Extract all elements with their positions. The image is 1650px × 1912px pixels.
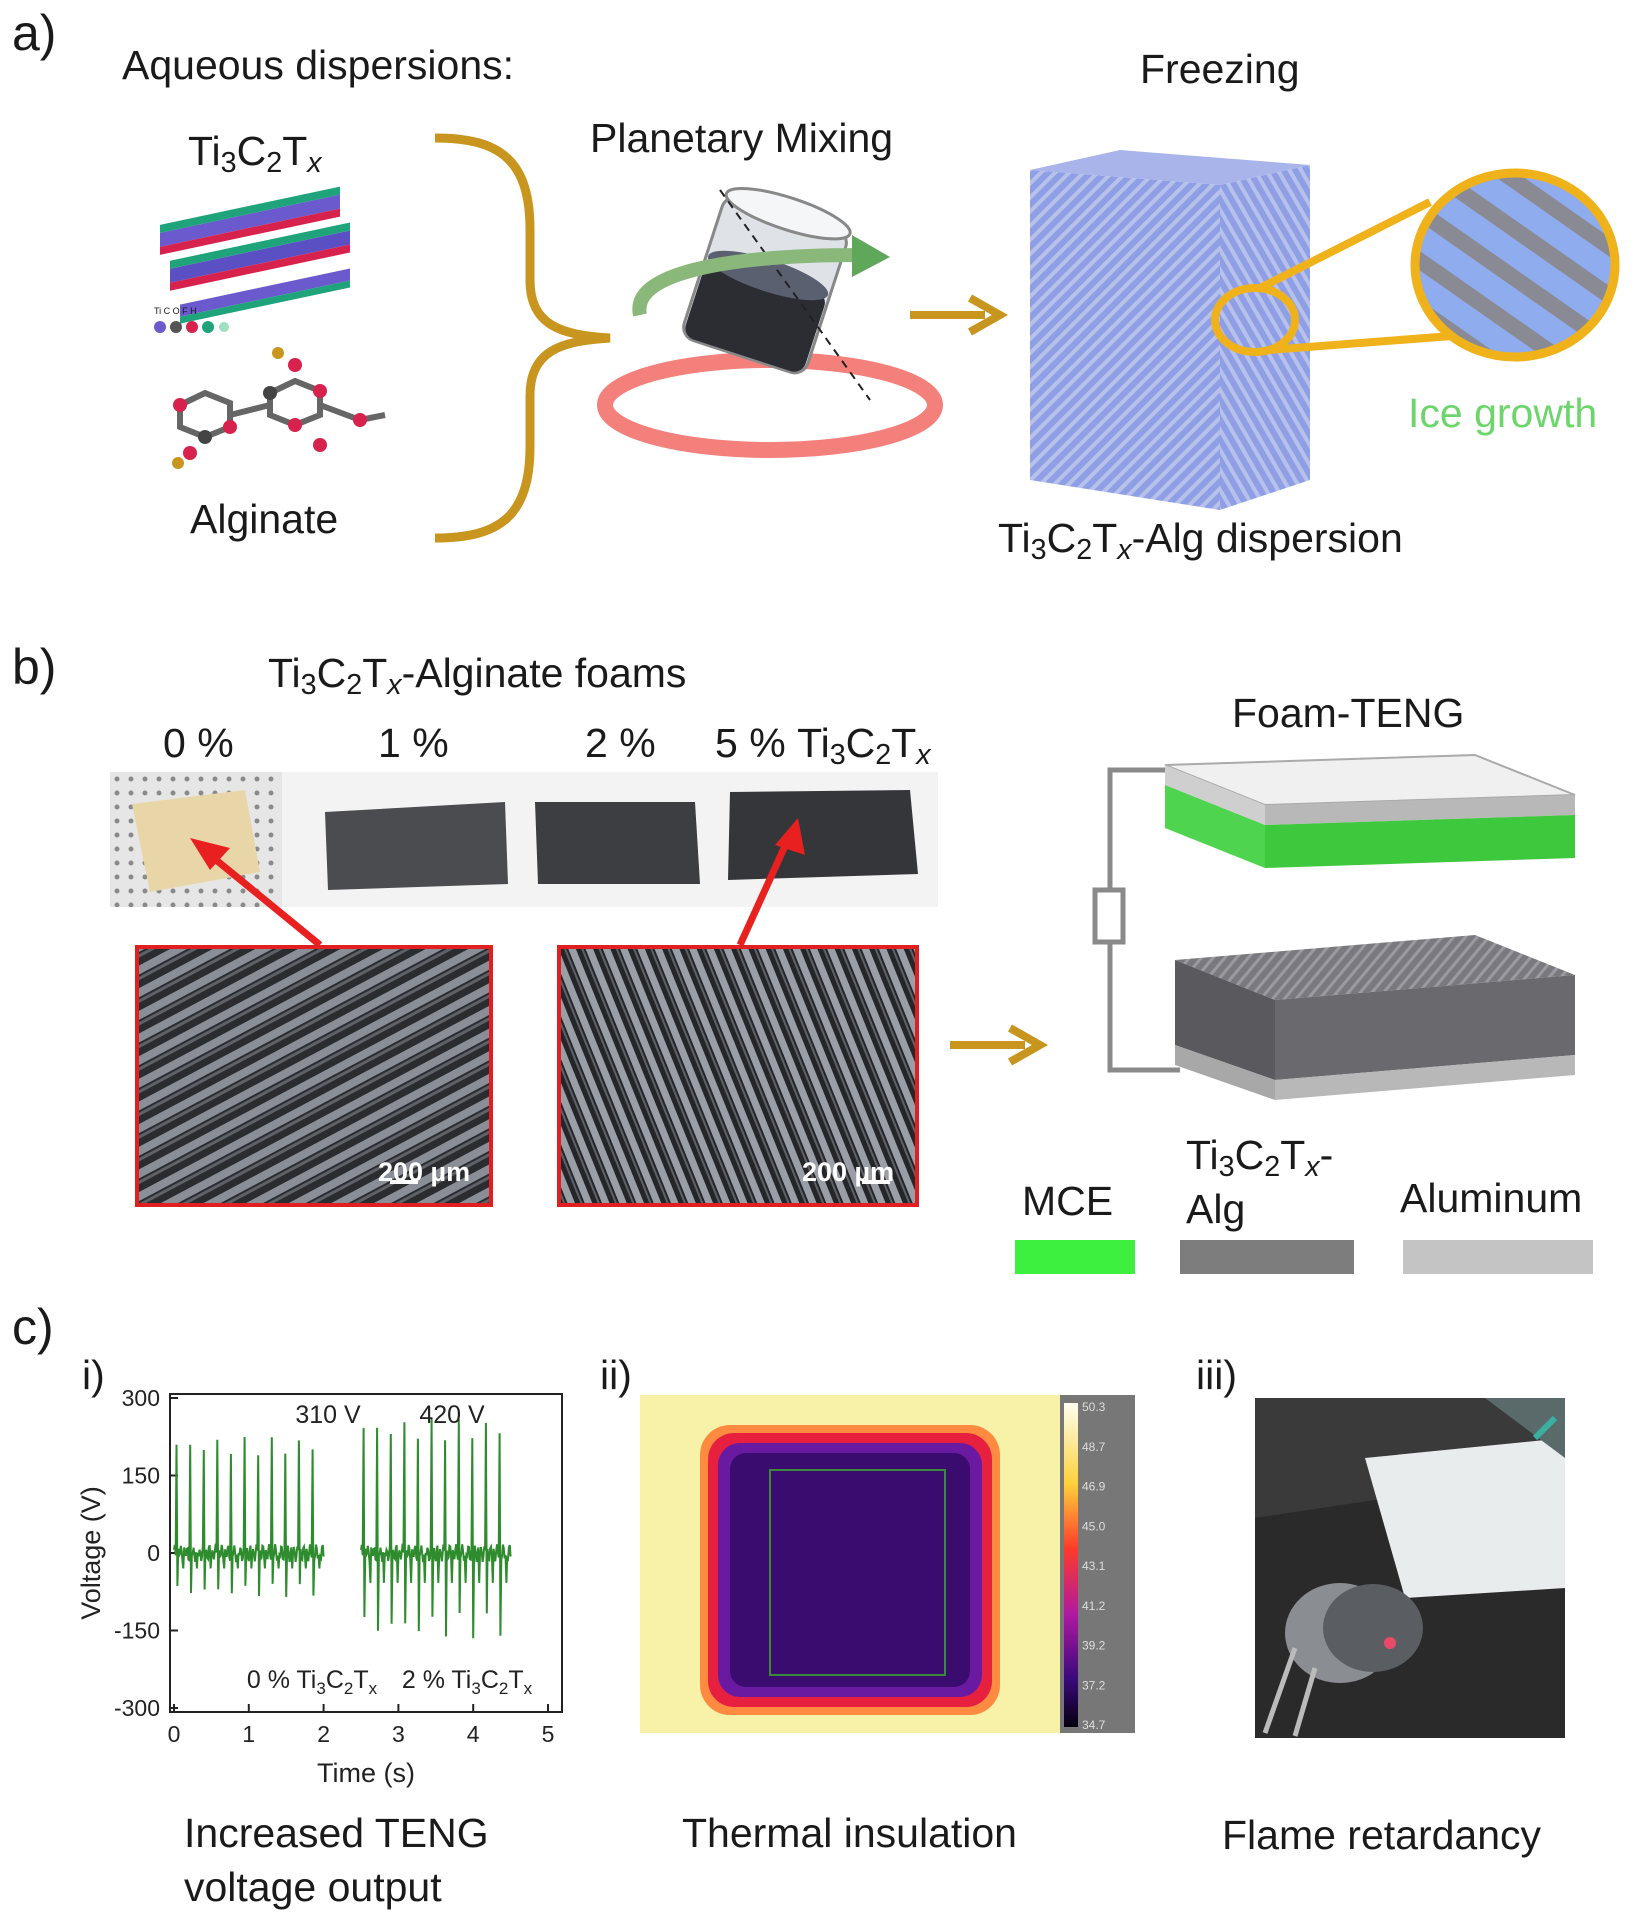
alginate-molecule-illustration xyxy=(172,347,386,469)
scale-bar-label-2: 200 µm xyxy=(802,1157,895,1187)
x-tick-label: 1 xyxy=(242,1721,255,1747)
pct-1-label: 1 % xyxy=(378,720,449,766)
y-tick-label: 300 xyxy=(122,1390,160,1411)
process-arrow-b xyxy=(950,1024,1049,1066)
ice-growth-label: Ice growth xyxy=(1408,390,1598,436)
mxene-layer xyxy=(160,208,340,255)
legend-mce-label: MCE xyxy=(1022,1178,1114,1224)
atom-legend-text: Ti C O F H xyxy=(154,306,197,316)
frozen-dispersion-cube xyxy=(1030,150,1620,510)
panel-a-label: a) xyxy=(12,5,57,61)
legend-aluminum-label: Aluminum xyxy=(1400,1175,1583,1221)
foam-teng-device xyxy=(1092,753,1576,1100)
y-tick-label: -300 xyxy=(114,1695,160,1721)
series-label-2pct: 2 % Ti3C2Tx xyxy=(402,1666,533,1698)
flame-test-photo xyxy=(1255,1398,1565,1738)
scale-bar-label-1: 200 µm xyxy=(378,1157,471,1187)
thermal-scale-label: 34.7 xyxy=(1082,1718,1106,1732)
panel-b-label: b) xyxy=(12,639,57,695)
mxene-layer xyxy=(180,268,350,317)
aqueous-dispersions-title: Aqueous dispersions: xyxy=(122,42,515,88)
mxene-layer xyxy=(160,186,340,233)
sub-i-label: i) xyxy=(82,1352,105,1398)
legend-aluminum-swatch xyxy=(1403,1240,1593,1274)
mxene-layer xyxy=(170,222,350,269)
planetary-mixing-label: Planetary Mixing xyxy=(590,115,894,161)
foam-sample-2 xyxy=(535,802,700,884)
legend-alg-swatch xyxy=(1180,1240,1354,1274)
annotation-420v: 420 V xyxy=(419,1401,485,1429)
pct-0-label: 0 % xyxy=(163,720,234,766)
mxene-structure-illustration xyxy=(160,186,350,324)
pct-5-label: 5 % Ti3C2Tx xyxy=(715,720,931,772)
y-tick-label: -150 xyxy=(114,1618,160,1644)
mxene-layer xyxy=(180,280,350,324)
atom-legend-dots xyxy=(154,321,229,333)
planetary-mixer-illustration xyxy=(597,186,943,458)
thermal-scale-label: 43.1 xyxy=(1082,1559,1106,1573)
y-tick-label: 150 xyxy=(122,1463,160,1489)
thermal-scale-label: 37.2 xyxy=(1082,1678,1106,1692)
alginate-label: Alginate xyxy=(190,496,339,542)
x-tick-label: 0 xyxy=(168,1721,181,1747)
curly-brace xyxy=(434,133,611,543)
thermal-scale-label: 45.0 xyxy=(1082,1519,1106,1533)
legend-alg-label: Ti3C2Tx- xyxy=(1186,1132,1334,1184)
mxene-formula-a: Ti3C2Tx xyxy=(188,128,322,180)
y-axis-label: Voltage (V) xyxy=(76,1486,106,1620)
x-tick-label: 3 xyxy=(392,1721,405,1747)
caption-i-line2: voltage output xyxy=(184,1864,442,1910)
thermal-scale-label: 46.9 xyxy=(1082,1480,1106,1494)
x-axis-label: Time (s) xyxy=(317,1758,415,1788)
thermal-image: 50.3 48.7 46.9 45.0 43.1 41.2 39.2 37.2 34.7 xyxy=(640,1395,1135,1733)
voltage-series-line xyxy=(360,1418,512,1639)
voltage-series-line xyxy=(173,1436,325,1597)
sem-image-5-percent xyxy=(557,945,919,1207)
dispersion-label: Ti3C2Tx-Alg dispersion xyxy=(998,515,1403,567)
mxene-layer xyxy=(170,230,350,283)
red-arrows xyxy=(190,818,805,948)
caption-i-line1: Increased TENG xyxy=(184,1810,489,1856)
mxene-layer xyxy=(160,194,340,247)
caption-iii: Flame retardancy xyxy=(1222,1812,1542,1858)
freezing-label: Freezing xyxy=(1140,46,1300,92)
sem-image-0-percent xyxy=(135,945,493,1207)
pct-2-label: 2 % xyxy=(585,720,656,766)
legend-mce-swatch xyxy=(1015,1240,1135,1274)
x-tick-label: 5 xyxy=(542,1721,555,1747)
foam-sample-1 xyxy=(325,802,508,890)
sub-iii-label: iii) xyxy=(1196,1352,1237,1398)
series-label-0pct: 0 % Ti3C2Tx xyxy=(247,1666,378,1698)
process-arrow-a xyxy=(910,294,1009,336)
thermal-scale-label: 48.7 xyxy=(1082,1440,1106,1454)
thermal-scale-label: 41.2 xyxy=(1082,1599,1106,1613)
voltage-chart: 0 1 2 3 4 5 300 150 0 -150 -300 310 V 420 V 0 % Ti… xyxy=(76,1390,563,1788)
foams-title: Ti3C2Tx-Alginate foams xyxy=(268,650,687,702)
foam-teng-title: Foam-TENG xyxy=(1232,690,1465,736)
legend-alg-label-line2: Alg xyxy=(1186,1186,1246,1232)
sub-ii-label: ii) xyxy=(600,1352,632,1398)
thermal-scale-label: 50.3 xyxy=(1082,1400,1106,1414)
foam-sample-5 xyxy=(728,790,918,880)
panel-c-label: c) xyxy=(12,1299,54,1355)
y-tick-label: 0 xyxy=(147,1540,160,1566)
x-tick-label: 2 xyxy=(317,1721,330,1747)
caption-ii: Thermal insulation xyxy=(682,1810,1017,1856)
thermal-scale-label: 39.2 xyxy=(1082,1639,1106,1653)
mxene-layer xyxy=(170,244,350,291)
annotation-310v: 310 V xyxy=(295,1401,361,1429)
x-tick-label: 4 xyxy=(467,1721,480,1747)
